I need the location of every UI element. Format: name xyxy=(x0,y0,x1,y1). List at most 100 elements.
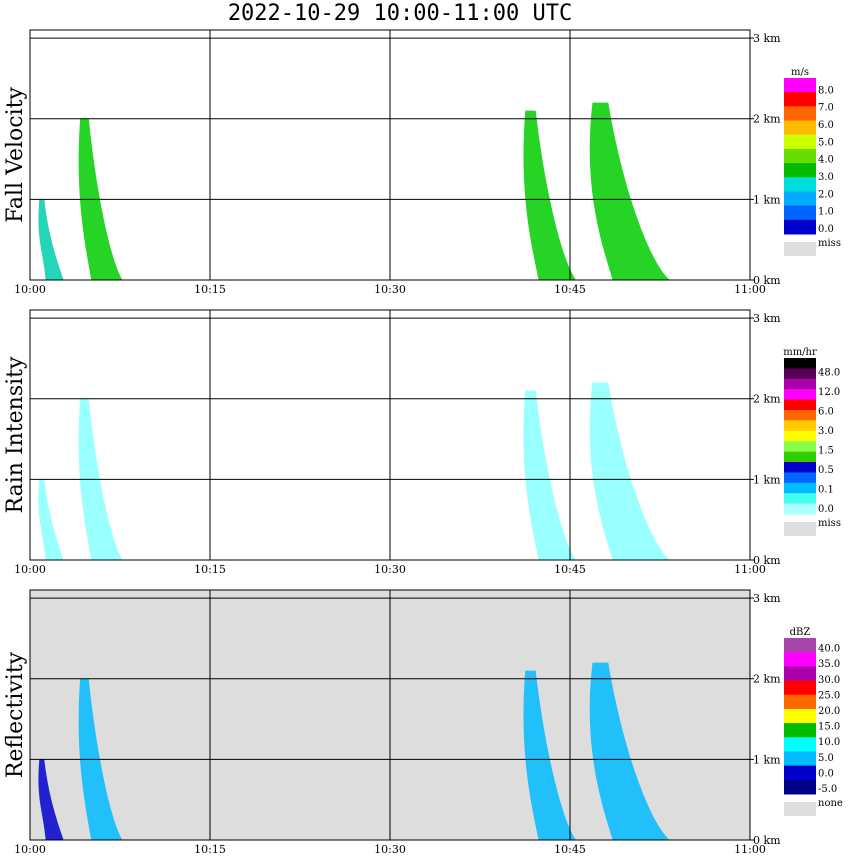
y-tick-label: 3 km xyxy=(753,32,781,45)
colorbar-label: 0.0 xyxy=(818,768,834,779)
colorbar-label: 35.0 xyxy=(818,659,840,670)
echo-streak xyxy=(589,382,670,560)
colorbar-label: 30.0 xyxy=(818,675,840,686)
x-tick-label: 10:45 xyxy=(554,283,586,296)
colorbar-swatch xyxy=(784,191,816,207)
colorbar-label: 0.0 xyxy=(818,504,834,515)
colorbar-unit: mm/hr xyxy=(783,347,817,358)
colorbar-swatch xyxy=(784,177,816,192)
colorbar-label: 3.0 xyxy=(818,172,834,183)
colorbar-swatch xyxy=(784,78,816,93)
colorbar-swatch xyxy=(784,219,816,235)
colorbar-label: 6.0 xyxy=(818,120,834,131)
colorbar-swatch xyxy=(784,430,816,442)
colorbar-label: 40.0 xyxy=(818,644,840,655)
colorbar-swatch xyxy=(784,708,816,724)
colorbar-swatch xyxy=(784,378,816,390)
y-tick-label: 2 km xyxy=(753,393,781,406)
colorbar-label: 15.0 xyxy=(818,722,840,733)
colorbar-swatch xyxy=(784,420,816,432)
colorbar-label: 1.5 xyxy=(818,446,834,457)
colorbar-label: 25.0 xyxy=(818,690,840,701)
colorbar-unit: m/s xyxy=(791,67,809,78)
colorbar-label: 10.0 xyxy=(818,737,840,748)
colorbar-swatch xyxy=(784,410,816,421)
colorbar-label: -5.0 xyxy=(818,784,837,795)
echo-streak xyxy=(38,759,64,840)
colorbar-swatch xyxy=(784,652,816,667)
panel-ylabel: Fall Velocity xyxy=(3,87,28,223)
colorbar-label: 5.0 xyxy=(818,137,834,148)
x-tick-label: 10:30 xyxy=(374,563,406,576)
plot-frame xyxy=(29,29,751,281)
colorbar-swatch xyxy=(784,389,816,401)
echo-streak xyxy=(589,102,670,280)
colorbar-label: 4.0 xyxy=(818,155,834,166)
echo-streak xyxy=(523,670,576,840)
colorbar-label: 3.0 xyxy=(818,426,834,437)
echo-streak xyxy=(38,199,64,280)
panel-ylabel: Reflectivity xyxy=(3,651,28,778)
y-tick-label: 1 km xyxy=(753,193,781,206)
echo-streak xyxy=(78,678,123,840)
colorbar-label: 6.0 xyxy=(818,407,834,418)
x-tick-label: 10:30 xyxy=(374,843,406,856)
colorbar-label: 20.0 xyxy=(818,706,840,717)
colorbar-swatch xyxy=(784,92,816,107)
colorbar-swatch xyxy=(784,765,816,781)
colorbar-miss-label: none xyxy=(818,798,843,809)
colorbar-swatch xyxy=(784,694,816,710)
plot-frame xyxy=(29,589,751,841)
colorbar-miss-label: miss xyxy=(818,518,841,529)
colorbar-swatch xyxy=(784,680,816,696)
chart-title: 2022-10-29 10:00-11:00 UTC xyxy=(227,1,573,26)
x-tick-label: 11:00 xyxy=(734,563,766,576)
colorbar-swatch xyxy=(784,368,816,380)
colorbar-swatch xyxy=(784,120,816,136)
colorbar-label: 0.0 xyxy=(818,224,834,235)
colorbar-miss-swatch xyxy=(784,522,816,536)
colorbar-swatch xyxy=(784,106,816,122)
colorbar-swatch xyxy=(784,148,816,164)
colorbar-swatch xyxy=(784,482,816,494)
panel-ylabel: Rain Intensity xyxy=(3,356,28,513)
echo-streak xyxy=(589,662,670,840)
colorbar-swatch xyxy=(784,503,816,515)
colorbar-label: 1.0 xyxy=(818,207,834,218)
echo-streak xyxy=(523,390,576,560)
colorbar-swatch xyxy=(784,737,816,752)
echo-streak xyxy=(523,110,576,280)
colorbar-swatch xyxy=(784,493,816,505)
y-tick-label: 1 km xyxy=(753,473,781,486)
x-tick-label: 10:00 xyxy=(14,843,46,856)
y-tick-label: 3 km xyxy=(753,592,781,605)
x-tick-label: 10:15 xyxy=(194,283,226,296)
y-tick-label: 2 km xyxy=(753,113,781,126)
x-tick-label: 10:15 xyxy=(194,563,226,576)
colorbar-label: 7.0 xyxy=(818,103,834,114)
x-tick-label: 10:30 xyxy=(374,283,406,296)
echo-streak xyxy=(38,479,64,560)
colorbar-label: 5.0 xyxy=(818,753,834,764)
colorbar-swatch xyxy=(784,441,816,453)
colorbar-swatch xyxy=(784,779,816,795)
x-tick-label: 10:15 xyxy=(194,843,226,856)
x-tick-label: 10:45 xyxy=(554,843,586,856)
y-tick-label: 0 km xyxy=(753,834,781,847)
y-tick-label: 0 km xyxy=(753,274,781,287)
echo-streak xyxy=(78,118,123,280)
colorbar-swatch xyxy=(784,358,816,369)
colorbar-label: 0.1 xyxy=(818,485,834,496)
colorbar-swatch xyxy=(784,163,816,178)
colorbar-label: 48.0 xyxy=(818,368,840,379)
colorbar-label: 2.0 xyxy=(818,189,834,200)
plot-frame xyxy=(29,309,751,561)
colorbar-label: 0.5 xyxy=(818,465,834,476)
x-tick-label: 10:00 xyxy=(14,563,46,576)
colorbar-swatch xyxy=(784,638,816,653)
colorbar-swatch xyxy=(784,666,816,682)
colorbar-swatch xyxy=(784,462,816,473)
colorbar-swatch xyxy=(784,751,816,767)
y-tick-label: 1 km xyxy=(753,753,781,766)
